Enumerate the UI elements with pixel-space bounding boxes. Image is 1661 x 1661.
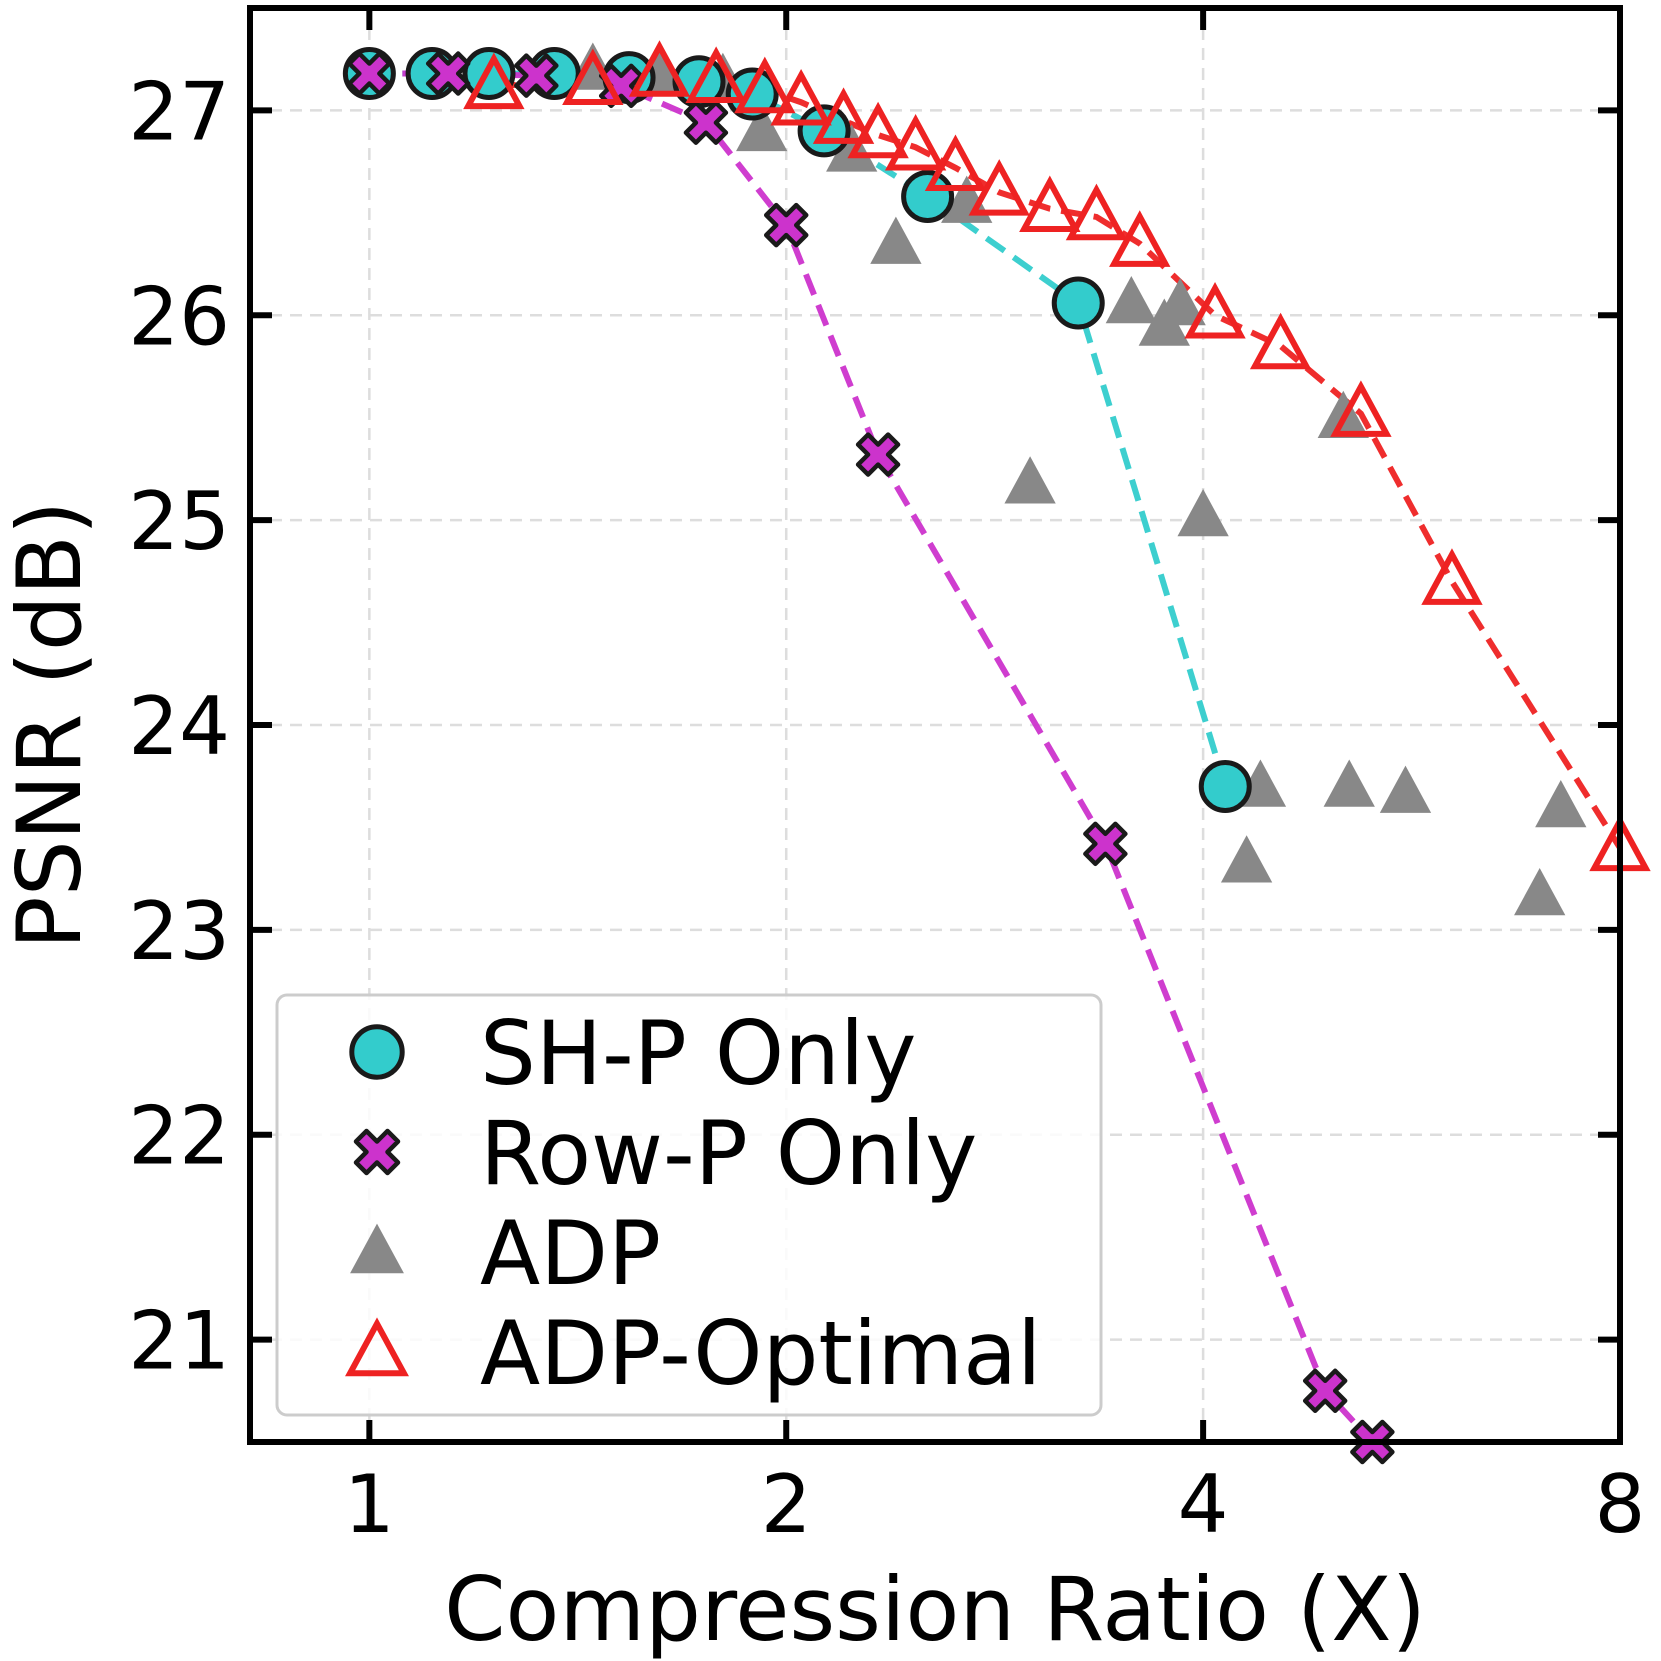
legend-marker-adp-optimal [345,1317,409,1377]
x-tick-label: 4 [1178,1458,1229,1551]
axis-ticks [250,8,1623,1442]
adp-point [736,103,788,152]
adp-point [1323,759,1375,807]
adp-optimal-point [1330,380,1392,437]
row-p-only-point [763,202,809,248]
adp-optimal-point [1109,210,1171,267]
sh-p-only-point [1198,759,1252,813]
adp-point [870,216,922,264]
legend-label-adp: ADP [480,1202,661,1305]
adp-optimal-point [770,68,832,126]
y-tick-label: 23 [128,885,230,978]
legend-marker-sh-p-only [349,1024,405,1080]
legend-marker-row-p-only [353,1128,401,1176]
adp-point [1379,765,1432,813]
adp-optimal-point [734,56,796,114]
adp-point [1514,868,1566,916]
adp-point [1177,489,1229,537]
legend-marker-adp [350,1223,404,1274]
adp-point [1220,835,1273,883]
adp-point [1535,779,1587,828]
adp-optimal-point [812,87,875,144]
row-p-only-point [1302,1368,1348,1414]
adp-optimal-line [493,70,1620,850]
adp-point [826,124,878,172]
adp-optimal-point [1065,183,1128,241]
adp-optimal-point [562,48,624,105]
y-axis-label: PSNR (dB) [0,501,101,950]
adp-optimal-point [1184,281,1246,339]
y-tick-label: 22 [128,1090,230,1183]
series-markers [342,40,1651,1465]
adp-optimal-point [884,114,947,171]
y-tick-label: 26 [128,270,230,363]
adp-optimal-point [847,101,909,159]
adp-optimal-point [685,46,747,103]
row-p-only-line [369,70,1375,1442]
x-tick-label: 2 [761,1458,812,1551]
adp-optimal-point [628,40,691,97]
adp-point [1004,456,1056,504]
adp-optimal-point [924,134,987,192]
y-tick-label: 25 [128,475,230,568]
sh-p-only-point [1051,276,1105,330]
adp-optimal-point [1019,175,1081,233]
sh-p-only-line [369,70,1229,788]
x-tick-label: 1 [344,1458,395,1551]
adp-optimal-point [1421,548,1483,605]
row-p-only-point [683,100,729,145]
legend-label-sh-p-only: SH-P Only [480,1002,916,1105]
row-p-only-point [425,51,471,96]
row-p-only-point [1083,821,1128,867]
x-axis-label: Compression Ratio (X) [444,1558,1426,1661]
y-tick-label: 24 [128,680,230,773]
row-p-only-point [855,432,901,477]
row-p-only-point [347,51,392,96]
adp-optimal-point [463,52,525,110]
x-tick-label: 8 [1595,1458,1646,1551]
legend-label-adp-optimal: ADP-Optimal [480,1302,1041,1405]
legend-box [275,993,1103,1417]
sh-p-only-point [901,169,955,223]
adp-point [1154,278,1206,326]
y-tick-label: 27 [128,65,230,158]
y-tick-label: 21 [128,1295,230,1388]
legend-label-row-p-only: Row-P Only [480,1102,977,1205]
adp-optimal-point [1249,312,1312,370]
row-p-only-point [514,53,559,98]
adp-point [1105,275,1157,324]
adp-optimal-point [968,159,1030,216]
